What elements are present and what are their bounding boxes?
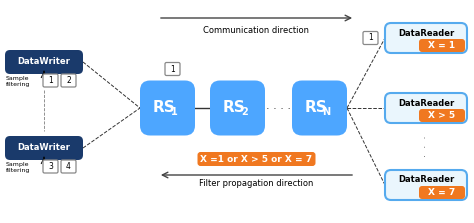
FancyBboxPatch shape xyxy=(292,81,347,136)
Text: Sample
filtering: Sample filtering xyxy=(6,162,30,173)
Text: DataWriter: DataWriter xyxy=(18,143,71,153)
FancyBboxPatch shape xyxy=(43,74,58,87)
Text: 2: 2 xyxy=(66,76,71,85)
Text: DataWriter: DataWriter xyxy=(18,58,71,66)
FancyBboxPatch shape xyxy=(61,74,76,87)
FancyBboxPatch shape xyxy=(198,152,316,166)
FancyBboxPatch shape xyxy=(419,186,465,199)
FancyBboxPatch shape xyxy=(210,81,265,136)
FancyBboxPatch shape xyxy=(140,81,195,136)
FancyBboxPatch shape xyxy=(385,23,467,53)
Text: · · · ·: · · · · xyxy=(266,104,291,114)
FancyBboxPatch shape xyxy=(385,93,467,123)
Text: Sample
filtering: Sample filtering xyxy=(6,76,30,87)
Text: 2: 2 xyxy=(241,107,248,117)
Text: 1: 1 xyxy=(48,76,53,85)
Text: ·  ·  ·: · · · xyxy=(421,136,431,157)
Text: 3: 3 xyxy=(48,162,53,171)
Text: X = 7: X = 7 xyxy=(428,188,456,197)
Text: DataReader: DataReader xyxy=(398,99,454,107)
Text: 1: 1 xyxy=(368,33,373,43)
Text: N: N xyxy=(322,107,330,117)
Text: DataReader: DataReader xyxy=(398,176,454,184)
FancyBboxPatch shape xyxy=(419,39,465,52)
FancyBboxPatch shape xyxy=(363,31,378,45)
FancyBboxPatch shape xyxy=(5,136,83,160)
Text: 1: 1 xyxy=(171,107,178,117)
Text: X > 5: X > 5 xyxy=(428,111,456,120)
Text: X =1 or X > 5 or X = 7: X =1 or X > 5 or X = 7 xyxy=(201,155,312,163)
Text: X = 1: X = 1 xyxy=(428,41,456,50)
Text: RS: RS xyxy=(223,101,246,116)
Text: Filter propagation direction: Filter propagation direction xyxy=(199,179,314,188)
Text: Communication direction: Communication direction xyxy=(203,26,310,35)
FancyBboxPatch shape xyxy=(61,160,76,173)
FancyBboxPatch shape xyxy=(385,170,467,200)
FancyBboxPatch shape xyxy=(165,62,180,76)
Text: RS: RS xyxy=(153,101,176,116)
Text: 4: 4 xyxy=(66,162,71,171)
FancyBboxPatch shape xyxy=(5,50,83,74)
Text: DataReader: DataReader xyxy=(398,29,454,37)
Text: RS: RS xyxy=(305,101,328,116)
Text: 1: 1 xyxy=(170,64,175,74)
FancyBboxPatch shape xyxy=(43,160,58,173)
FancyBboxPatch shape xyxy=(419,109,465,122)
